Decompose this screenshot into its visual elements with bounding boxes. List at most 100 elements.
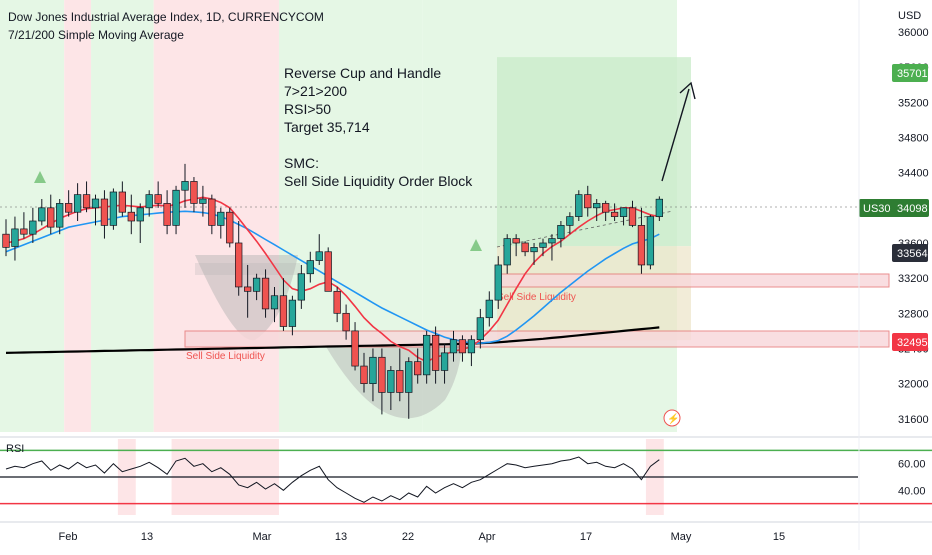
x-tick-label: Mar (253, 531, 272, 543)
candle (521, 241, 529, 257)
candle-body (315, 251, 323, 261)
candle (73, 183, 82, 221)
y-tick-label: 33200 (898, 273, 929, 285)
low-price-badge-text: 32495 (897, 337, 928, 349)
currency-label: USD (898, 10, 921, 22)
candle (252, 273, 261, 301)
candle-body (208, 198, 216, 226)
candle (297, 264, 305, 309)
x-tick-label: May (671, 531, 692, 543)
candle (118, 181, 127, 217)
y-tick-label: 34800 (898, 132, 929, 144)
candle (145, 190, 153, 217)
x-tick-label: 22 (402, 531, 414, 543)
candle (208, 194, 216, 235)
candle (414, 348, 422, 384)
target-arrow-head (679, 81, 696, 100)
candle (324, 247, 332, 292)
candle (619, 207, 628, 226)
candle (288, 295, 297, 336)
candle (387, 366, 395, 411)
candle (449, 330, 458, 362)
candle (458, 335, 467, 362)
current-price-text: 34098 (897, 203, 928, 215)
candle-body (485, 299, 493, 319)
y-tick-label: 32800 (898, 308, 929, 320)
target-arrow (661, 88, 690, 182)
candle-body (593, 203, 601, 209)
candle-body (100, 198, 109, 226)
x-tick-label: 13 (141, 531, 153, 543)
level-price-badge-bg (892, 244, 928, 262)
candle (503, 234, 511, 274)
rsi-title: RSI (6, 443, 24, 455)
annotation-line: RSI>50 (284, 101, 332, 117)
candle-body (20, 228, 28, 235)
candle (512, 234, 520, 257)
candle (181, 163, 189, 208)
background-band-green (278, 0, 423, 432)
candle (628, 200, 637, 228)
candle (610, 203, 619, 221)
target-price-badge-bg (892, 64, 928, 82)
candle-body (333, 290, 341, 314)
candle (56, 199, 64, 235)
candle (440, 344, 449, 384)
candle-body (288, 299, 297, 327)
candle-body (601, 203, 610, 213)
y-tick-label: 31600 (898, 414, 929, 426)
candle-body (226, 211, 234, 244)
current-badge-bg (859, 199, 929, 217)
candle-body (503, 238, 511, 266)
symbol-label: US30 (863, 203, 891, 215)
annotation-line: Reverse Cup and Handle (284, 65, 442, 81)
x-tick-label: Feb (59, 531, 78, 543)
candle-body (431, 334, 440, 371)
candle (333, 286, 341, 323)
candle (369, 348, 377, 402)
current-price-badge: US30 34098 (859, 199, 929, 217)
y-tick-label: 34400 (898, 168, 929, 180)
candle (646, 214, 655, 270)
candle (351, 322, 359, 371)
handle-shape (195, 255, 298, 341)
order-block-zone-high (496, 273, 890, 288)
candle-body (244, 286, 252, 292)
candle-body (118, 191, 127, 213)
candle-body (369, 356, 377, 384)
y-tick-label: 35200 (898, 97, 929, 109)
candle-body (47, 207, 55, 228)
candle-body (467, 339, 476, 354)
x-tick-label: 17 (580, 531, 592, 543)
candle (557, 221, 565, 248)
candle (485, 291, 493, 327)
candle (342, 304, 350, 340)
sell-side-label-high: Sell Side Liquidity (497, 292, 576, 303)
low-price-badge-bg (892, 333, 928, 351)
candle-body (548, 238, 556, 244)
rsi-tick-label: 40.00 (898, 485, 926, 497)
candle-body (557, 225, 565, 239)
candle (82, 181, 91, 213)
candle (127, 194, 135, 235)
candle-body (11, 228, 19, 247)
candle (467, 335, 476, 367)
x-tick-label: Apr (478, 531, 495, 543)
annotation-line: Target 35,714 (284, 119, 370, 135)
candle-body (324, 251, 332, 292)
candle (655, 196, 663, 221)
annotation-text: Reverse Cup and Handle 7>21>200 RSI>50 Targ… (284, 64, 472, 190)
candle (199, 185, 207, 217)
candle-body (440, 352, 449, 371)
candle-body (512, 238, 520, 244)
candle-body (566, 216, 574, 226)
candle-body (405, 361, 413, 393)
candle-body (575, 194, 583, 217)
candle (109, 188, 118, 230)
candle-body (38, 207, 46, 222)
candle-body (637, 225, 646, 266)
annotation-line: 7>21>200 (284, 83, 348, 99)
candle (530, 242, 538, 265)
y-tick-label: 32000 (898, 379, 929, 391)
candle-body (610, 211, 619, 217)
